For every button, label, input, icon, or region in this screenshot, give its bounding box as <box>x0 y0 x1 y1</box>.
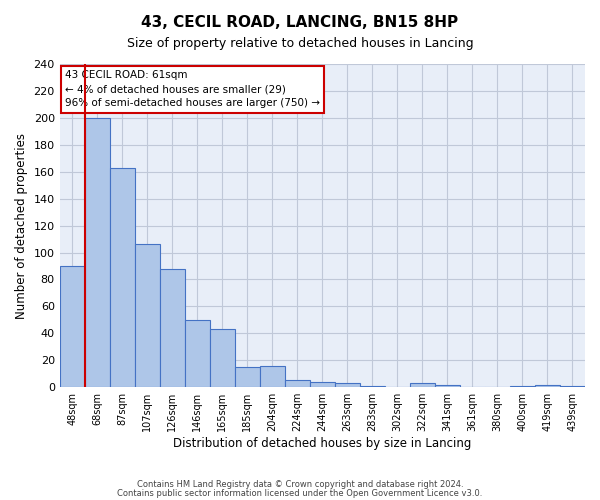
Bar <box>185 320 210 387</box>
Text: Size of property relative to detached houses in Lancing: Size of property relative to detached ho… <box>127 38 473 51</box>
Bar <box>59 266 85 387</box>
Y-axis label: Number of detached properties: Number of detached properties <box>15 132 28 318</box>
Bar <box>260 366 285 387</box>
Text: 43 CECIL ROAD: 61sqm
← 4% of detached houses are smaller (29)
96% of semi-detach: 43 CECIL ROAD: 61sqm ← 4% of detached ho… <box>65 70 320 108</box>
Bar <box>435 384 460 387</box>
Bar <box>85 118 110 387</box>
Bar <box>535 384 560 387</box>
Bar <box>110 168 135 387</box>
Text: Contains HM Land Registry data © Crown copyright and database right 2024.: Contains HM Land Registry data © Crown c… <box>137 480 463 489</box>
Bar <box>210 330 235 387</box>
Bar <box>310 382 335 387</box>
Bar <box>510 386 535 387</box>
Text: Contains public sector information licensed under the Open Government Licence v3: Contains public sector information licen… <box>118 488 482 498</box>
Bar <box>135 244 160 387</box>
Bar <box>335 383 360 387</box>
Bar <box>410 383 435 387</box>
Bar <box>235 367 260 387</box>
Bar <box>160 268 185 387</box>
X-axis label: Distribution of detached houses by size in Lancing: Distribution of detached houses by size … <box>173 437 472 450</box>
Bar <box>360 386 385 387</box>
Bar <box>285 380 310 387</box>
Text: 43, CECIL ROAD, LANCING, BN15 8HP: 43, CECIL ROAD, LANCING, BN15 8HP <box>142 15 458 30</box>
Bar <box>560 386 585 387</box>
